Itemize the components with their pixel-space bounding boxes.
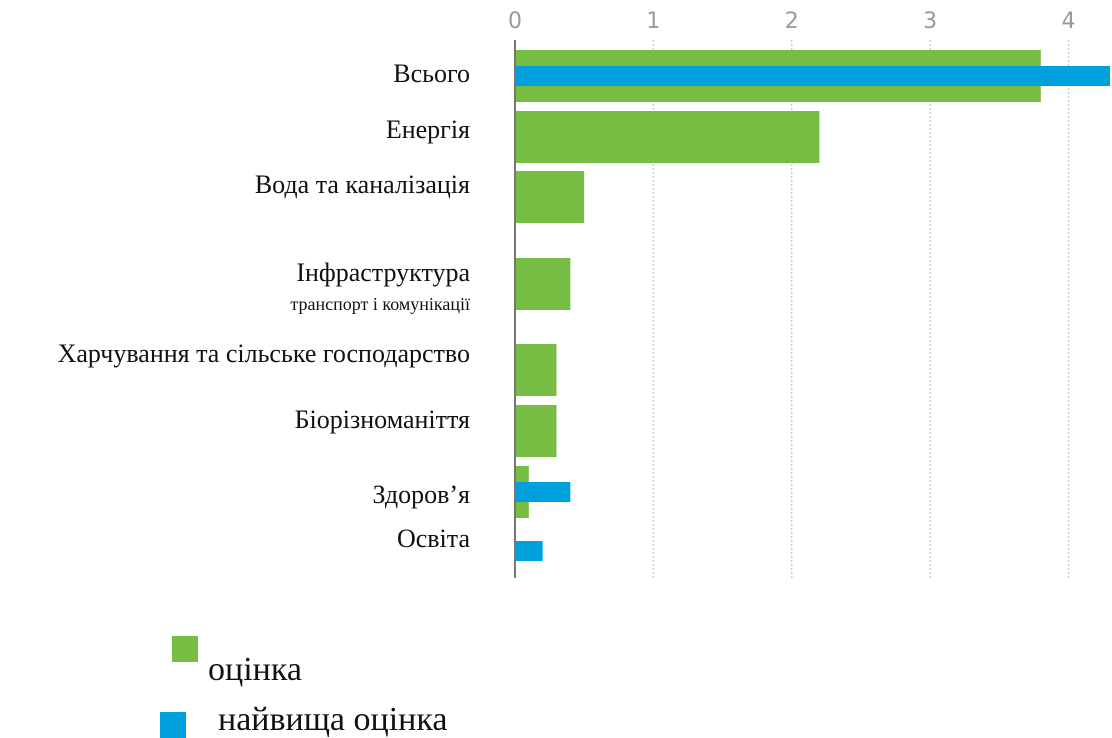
y-tick-label: Вода та каналізація xyxy=(255,170,470,199)
x-tick-label: 1 xyxy=(646,9,660,34)
y-tick-label: Харчування та сільське господарство xyxy=(58,339,470,368)
bar xyxy=(515,258,571,310)
x-tick-label: 3 xyxy=(923,9,937,34)
y-tick-label: Всього xyxy=(393,59,470,88)
x-tick-label: 0 xyxy=(508,9,522,34)
legend-swatch xyxy=(160,712,186,738)
y-tick-label: Енергія xyxy=(386,115,470,144)
legend-label: найвища оцінка xyxy=(218,701,447,738)
bar xyxy=(515,171,585,223)
bar xyxy=(515,541,543,561)
bar xyxy=(515,111,820,163)
legend-swatch xyxy=(172,636,198,662)
bar xyxy=(515,405,557,457)
bar xyxy=(515,66,1110,86)
legend-label: оцінка xyxy=(208,651,302,688)
bar xyxy=(515,344,557,396)
y-tick-label: Освіта xyxy=(397,524,470,553)
y-tick-label: Біорізноманіття xyxy=(295,405,470,434)
y-tick-label: Інфраструктура xyxy=(296,258,470,287)
y-tick-sublabel: транспорт і комунікації xyxy=(290,294,470,314)
x-tick-label: 2 xyxy=(785,9,799,34)
bar xyxy=(515,482,571,502)
x-tick-label: 4 xyxy=(1061,9,1075,34)
y-tick-label: Здоров’я xyxy=(373,480,471,509)
